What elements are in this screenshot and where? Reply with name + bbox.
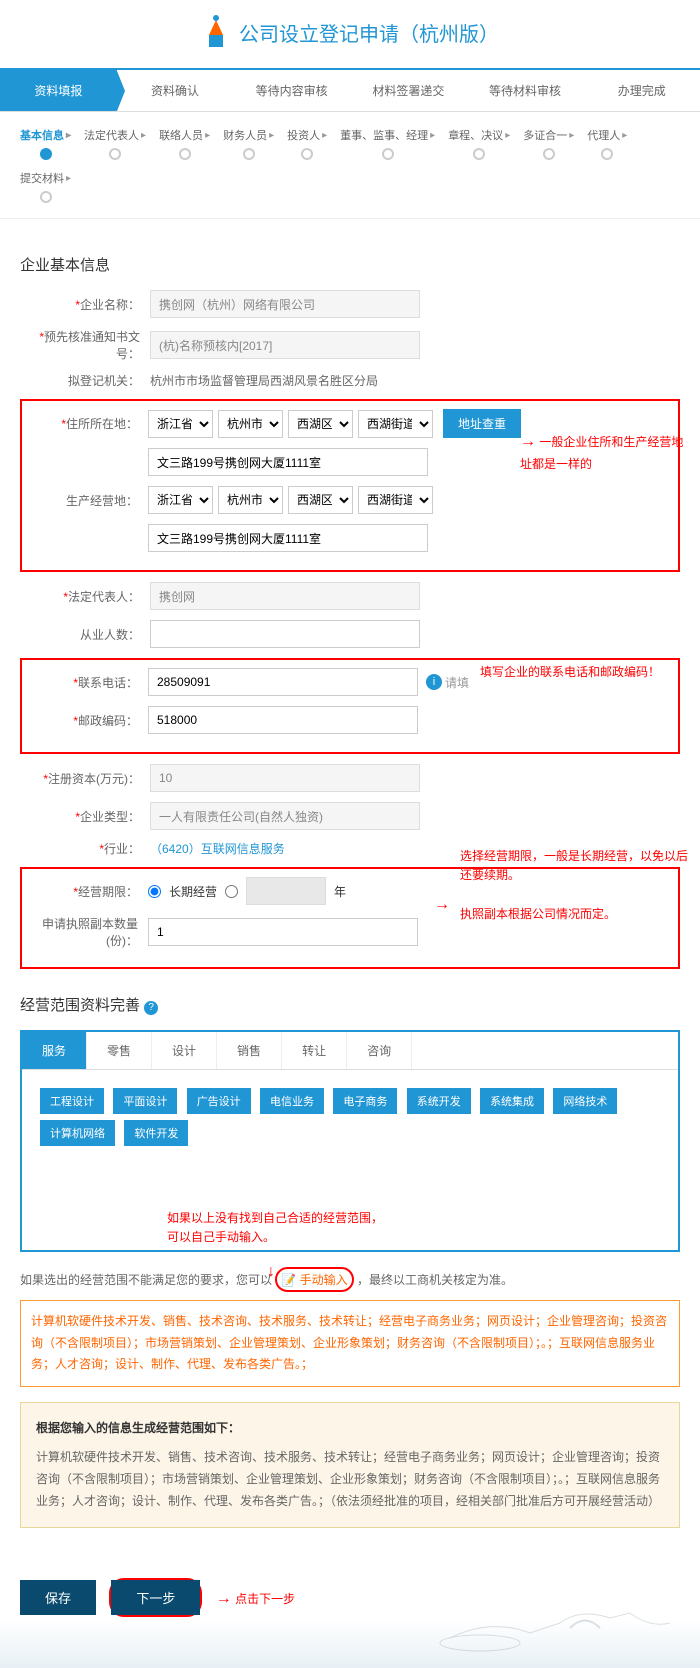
- result-text: 计算机软硬件技术开发、销售、技术咨询、技术服务、技术转让；经营电子商务业务；网页…: [36, 1447, 664, 1512]
- annotation-term: 选择经营期限，一般是长期经营，以免以后还要续期。执照副本根据公司情况而定。: [460, 847, 690, 924]
- street-select[interactable]: 西湖街道: [358, 410, 433, 438]
- term-fixed-radio[interactable]: [225, 885, 238, 898]
- tip-text: 请填: [445, 674, 469, 691]
- sub-step-articles[interactable]: 章程、决议▸: [448, 127, 510, 160]
- annotation-term-arrow: →: [434, 892, 450, 918]
- legal-rep-input: [150, 582, 420, 610]
- copies-input[interactable]: [148, 918, 418, 946]
- manual-input-section: 如果选出的经营范围不能满足您的要求，您可以 📝 手动输入 ，最终以工商机关核定为…: [20, 1267, 680, 1292]
- tab-transfer[interactable]: 转让: [282, 1032, 347, 1069]
- biz-address-detail-input[interactable]: [148, 524, 428, 552]
- annotation-manual: 如果以上没有找到自己合适的经营范围，可以自己手动输入。: [167, 1209, 387, 1247]
- page-title: 公司设立登记申请（杭州版）: [239, 18, 499, 47]
- employees-input[interactable]: [150, 620, 420, 648]
- scope-item[interactable]: 系统集成: [480, 1088, 544, 1114]
- term-years-input[interactable]: [246, 877, 326, 905]
- next-button[interactable]: 下一步: [111, 1580, 200, 1615]
- annotation-address: → 一般企业住所和生产经营地址都是一样的: [520, 429, 690, 474]
- header-icon: [201, 15, 231, 50]
- footer-decoration: [430, 1578, 680, 1658]
- phone-input[interactable]: [148, 668, 418, 696]
- address-section: *住所所在地： 浙江省 杭州市 西湖区 西湖街道 地址查重 生产经营地： 浙江省…: [20, 399, 680, 572]
- biz-city-select[interactable]: 杭州市: [218, 486, 283, 514]
- scope-item[interactable]: 平面设计: [113, 1088, 177, 1114]
- biz-province-select[interactable]: 浙江省: [148, 486, 213, 514]
- reg-authority-text: 杭州市市场监督管理局西湖风景名胜区分局: [150, 372, 378, 389]
- progress-step-3[interactable]: 材料签署递交: [350, 70, 467, 111]
- progress-step-4[interactable]: 等待材料审核: [467, 70, 584, 111]
- progress-step-1[interactable]: 资料确认: [117, 70, 234, 111]
- scope-item[interactable]: 电信业务: [260, 1088, 324, 1114]
- province-select[interactable]: 浙江省: [148, 410, 213, 438]
- progress-step-0[interactable]: 资料填报: [0, 70, 117, 111]
- company-type-input: [150, 802, 420, 830]
- scope-tabs: 服务 零售 设计 销售 转让 咨询 工程设计 平面设计 广告设计 电信业务 电子…: [20, 1030, 680, 1252]
- sub-step-investor[interactable]: 投资人▸: [287, 127, 327, 160]
- biz-district-select[interactable]: 西湖区: [288, 486, 353, 514]
- sub-step-contact[interactable]: 联络人员▸: [159, 127, 210, 160]
- scope-item[interactable]: 系统开发: [407, 1088, 471, 1114]
- sub-step-basic[interactable]: 基本信息▸: [20, 127, 71, 160]
- progress-step-2[interactable]: 等待内容审核: [233, 70, 350, 111]
- sub-step-multi[interactable]: 多证合一▸: [523, 127, 574, 160]
- term-long-radio[interactable]: [148, 885, 161, 898]
- sub-step-submit[interactable]: 提交材料▸: [20, 170, 71, 203]
- tab-retail[interactable]: 零售: [87, 1032, 152, 1069]
- annotation-contact: 填写企业的联系电话和邮政编码！: [480, 663, 690, 682]
- tab-sales[interactable]: 销售: [217, 1032, 282, 1069]
- tab-service[interactable]: 服务: [22, 1032, 87, 1069]
- page-header: 公司设立登记申请（杭州版）: [0, 0, 700, 70]
- scope-item[interactable]: 网络技术: [553, 1088, 617, 1114]
- scope-text-box[interactable]: 计算机软硬件技术开发、销售、技术咨询、技术服务、技术转让；经营电子商务业务；网页…: [20, 1300, 680, 1387]
- info-icon[interactable]: i: [426, 674, 442, 690]
- footer: 保存 下一步 → 点击下一步: [0, 1548, 700, 1668]
- basic-info-title: 企业基本信息: [20, 254, 680, 275]
- save-button[interactable]: 保存: [20, 1580, 96, 1615]
- scope-item[interactable]: 广告设计: [187, 1088, 251, 1114]
- result-box: 根据您输入的信息生成经营范围如下： 计算机软硬件技术开发、销售、技术咨询、技术服…: [20, 1402, 680, 1528]
- postcode-input[interactable]: [148, 706, 418, 734]
- tab-design[interactable]: 设计: [152, 1032, 217, 1069]
- company-name-input: [150, 290, 420, 318]
- sub-step-agent[interactable]: 代理人▸: [587, 127, 627, 160]
- scope-item[interactable]: 电子商务: [333, 1088, 397, 1114]
- scope-item[interactable]: 计算机网络: [40, 1120, 115, 1146]
- industry-text: （6420）互联网信息服务: [150, 840, 285, 857]
- tab-consult[interactable]: 咨询: [347, 1032, 412, 1069]
- district-select[interactable]: 西湖区: [288, 410, 353, 438]
- sub-step-director[interactable]: 董事、监事、经理▸: [340, 127, 435, 160]
- progress-bar: 资料填报 资料确认 等待内容审核 材料签署递交 等待材料审核 办理完成: [0, 70, 700, 112]
- capital-input: [150, 764, 420, 792]
- scope-title: 经营范围资料完善 ?: [20, 994, 680, 1015]
- help-icon[interactable]: ?: [144, 1001, 158, 1015]
- address-detail-input[interactable]: [148, 448, 428, 476]
- city-select[interactable]: 杭州市: [218, 410, 283, 438]
- sub-step-finance[interactable]: 财务人员▸: [223, 127, 274, 160]
- biz-street-select[interactable]: 西湖街道: [358, 486, 433, 514]
- scope-item[interactable]: 软件开发: [124, 1120, 188, 1146]
- approval-doc-input: [150, 331, 420, 359]
- sub-step-legal[interactable]: 法定代表人▸: [84, 127, 146, 160]
- annotation-next: → 点击下一步: [216, 1592, 295, 1606]
- manual-input-link[interactable]: 手动输入: [300, 1273, 348, 1287]
- result-title: 根据您输入的信息生成经营范围如下：: [36, 1418, 664, 1440]
- sub-steps: 基本信息▸ 法定代表人▸ 联络人员▸ 财务人员▸ 投资人▸ 董事、监事、经理▸ …: [0, 112, 700, 219]
- scope-item[interactable]: 工程设计: [40, 1088, 104, 1114]
- progress-step-5[interactable]: 办理完成: [583, 70, 700, 111]
- address-query-button[interactable]: 地址查重: [443, 409, 521, 438]
